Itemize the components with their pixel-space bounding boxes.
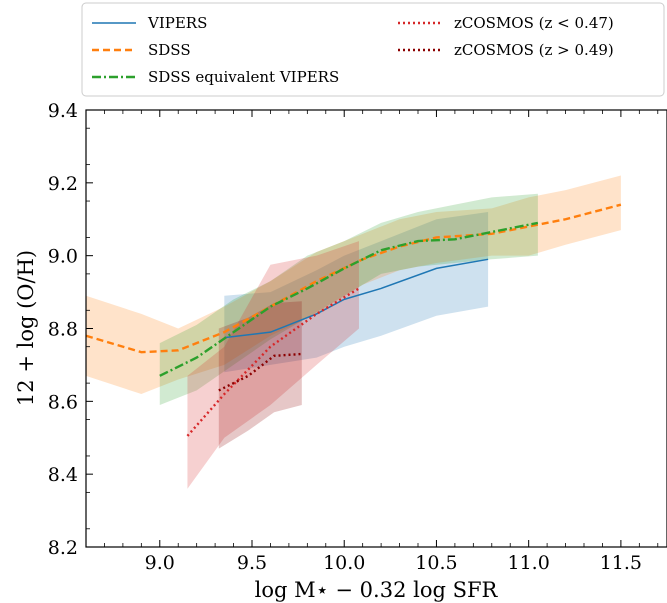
y-axis-label: 12 + log (O/H) bbox=[14, 250, 38, 406]
y-axis-ticks: 8.2 8.4 8.6 8.8 9.0 9.2 9.4 bbox=[48, 100, 93, 559]
x-axis-label: log M⋆ − 0.32 log SFR bbox=[255, 578, 499, 602]
sdss-equivalent-vipers-line bbox=[159, 221, 539, 377]
x-tick-label: 10.0 bbox=[323, 552, 365, 574]
vipers-line bbox=[224, 258, 489, 339]
legend-label-zcosmos-z-0-47: zCOSMOS (z < 0.47) bbox=[454, 14, 614, 32]
y-tick-label: 8.8 bbox=[48, 319, 78, 341]
confidence-bands bbox=[86, 175, 621, 489]
x-tick-label: 9.0 bbox=[145, 552, 175, 574]
x-tick-label: 10.5 bbox=[415, 552, 457, 574]
legend-label-zcosmos-z-0-49: zCOSMOS (z > 0.49) bbox=[454, 41, 614, 59]
x-tick-label: 11.0 bbox=[508, 552, 550, 574]
y-tick-label: 9.4 bbox=[48, 100, 78, 122]
legend-label-vipers: VIPERS bbox=[147, 14, 207, 32]
sdss-equivalent-vipers-band bbox=[159, 193, 538, 405]
sdss-band bbox=[86, 175, 621, 395]
series-lines bbox=[85, 203, 622, 437]
zcosmos-z-0-47-line bbox=[186, 287, 360, 437]
y-tick-label: 8.2 bbox=[48, 537, 78, 559]
zcosmos-z-0-47-band bbox=[187, 241, 359, 489]
x-tick-label: 9.5 bbox=[237, 552, 267, 574]
y-tick-label: 9.2 bbox=[48, 173, 78, 195]
y-tick-label: 8.4 bbox=[48, 464, 78, 486]
y-tick-label: 8.6 bbox=[48, 391, 78, 413]
x-axis-ticks: 9.0 9.5 10.0 10.5 11.0 11.5 bbox=[104, 110, 659, 574]
legend-label-sdss-equivalent-vipers: SDSS equivalent VIPERS bbox=[148, 68, 339, 86]
legend-box bbox=[81, 2, 665, 97]
legend: VIPERS SDSS SDSS equivalent VIPERS zCOSMOS … bbox=[81, 2, 665, 97]
y-tick-label: 9.0 bbox=[48, 246, 78, 268]
zcosmos-z-0-49-line bbox=[218, 352, 302, 392]
x-tick-label: 11.5 bbox=[600, 552, 642, 574]
legend-label-sdss: SDSS bbox=[148, 41, 191, 59]
